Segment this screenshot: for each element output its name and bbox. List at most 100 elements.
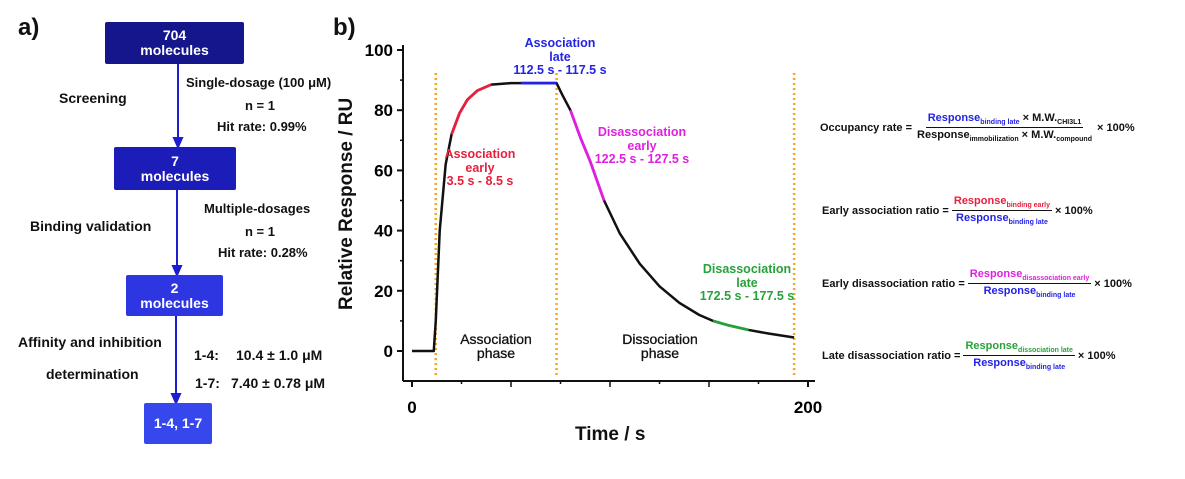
y-tick-label: 40	[374, 222, 393, 241]
formula-term-main: Response	[965, 340, 1019, 352]
formula-denominator: Responsebinding late	[954, 211, 1050, 226]
formula-early-disassociation-ratio: Early disassociation ratio = Responsedis…	[822, 268, 1132, 299]
phase-title: Dissociation	[622, 331, 698, 347]
formula-term-main: Response	[953, 195, 1007, 207]
annotation-title: Association	[524, 36, 596, 50]
formula-lhs: Early disassociation ratio =	[822, 277, 965, 290]
formula-term-main: Response	[956, 212, 1009, 225]
annotation-range: 122.5 s - 127.5 s	[594, 152, 690, 166]
y-tick-label: 60	[374, 161, 393, 180]
arrowhead-2	[171, 265, 183, 278]
result-value: 7.40 ± 0.78 μM	[231, 375, 326, 391]
formula-term-main: Response	[917, 129, 970, 142]
formula-numerator: Responsedisassociation early	[967, 268, 1092, 285]
highlight-segment	[450, 83, 492, 135]
result-id: 1-4:	[194, 347, 219, 363]
box-unit: molecules	[140, 294, 209, 311]
formula-term-subscript: binding late	[1008, 219, 1048, 227]
highlight-segment	[712, 319, 749, 332]
formula-suffix: × 100%	[1055, 204, 1093, 217]
formula-denominator: Responseimmobilization × M.W.compound	[915, 128, 1094, 143]
formula-suffix: × 100%	[1094, 277, 1132, 290]
formula-fraction: Responsedisassociation early Responsebind…	[967, 268, 1092, 299]
formula-term-main: Response	[927, 112, 981, 124]
step-affinity: determination	[46, 366, 139, 382]
formula-denominator: Responsebinding late	[982, 284, 1078, 299]
highlight-segment	[569, 109, 606, 201]
box-unit: molecules	[140, 167, 210, 184]
y-tick-label: 20	[374, 282, 393, 301]
formula-early-association-ratio: Early association ratio = Responsebindin…	[822, 195, 1093, 226]
box-7-molecules: 7 molecules	[114, 147, 236, 190]
annotation-association-late: Association late 112.5 s - 117.5 s	[495, 36, 625, 78]
annotation-subtitle: late	[736, 275, 758, 290]
formula-term-main: × M.W.	[1021, 129, 1057, 142]
arrowhead-3	[170, 393, 182, 406]
formula-occupancy-rate: Occupancy rate = Responsebinding late × …	[820, 112, 1135, 143]
formula-lhs: Occupancy rate =	[820, 121, 913, 134]
step-affinity: Affinity and inhibition	[18, 334, 162, 350]
response-curve	[412, 81, 795, 353]
formula-term-subscript: disassociation early	[1022, 275, 1090, 283]
annotation-range: 3.5 s - 8.5 s	[446, 174, 514, 188]
formula-numerator: Responsebinding early	[951, 195, 1053, 212]
formula-term-main: × M.W.	[1022, 112, 1058, 124]
box-2-molecules: 2 molecules	[126, 275, 223, 316]
annotation-disassociation-late: Disassociation late 172.5 s - 177.5 s	[692, 262, 802, 304]
annotation-subtitle: early	[627, 138, 657, 153]
formula-numerator: Responsedissociation late	[963, 340, 1075, 357]
flow-arrows	[170, 64, 184, 406]
formula-term-subscript: immobilization	[969, 136, 1019, 144]
formula-late-disassociation-ratio: Late disassociation ratio = Responsediss…	[822, 340, 1116, 371]
formula-term-subscript: dissociation late	[1018, 347, 1073, 355]
arrowhead-1	[172, 137, 184, 150]
phase-title: Association	[460, 331, 532, 347]
x-tick-label: 0	[407, 398, 416, 417]
panel-a-label: a)	[18, 14, 40, 41]
annotation-range: 112.5 s - 117.5 s	[513, 63, 607, 77]
formula-fraction: Responsebinding late × M.W.CHI3L1 Respons…	[915, 112, 1094, 143]
formula-term-subscript: compound	[1056, 136, 1092, 144]
step-binding-validation: Binding validation	[30, 218, 152, 234]
formula-term-subscript: binding late	[1036, 292, 1076, 300]
phase-association: Association phase	[446, 332, 546, 360]
annotation-title: Disassociation	[702, 262, 792, 276]
formula-denominator: Responsebinding late	[971, 356, 1067, 371]
annotation-title: Association	[444, 147, 516, 161]
box-hits: 1-4, 1-7	[153, 415, 203, 431]
result-id: 1-7:	[195, 375, 220, 391]
formula-numerator: Responsebinding late × M.W.CHI3L1	[925, 112, 1084, 129]
formula-fraction: Responsebinding early Responsebinding lat…	[951, 195, 1053, 226]
step-detail: Hit rate: 0.99%	[217, 119, 307, 134]
result-value: 10.4 ± 1.0 μM	[236, 347, 323, 363]
box-count: 7	[171, 152, 179, 169]
annotation-subtitle: early	[465, 160, 495, 175]
formula-lhs: Late disassociation ratio =	[822, 349, 961, 362]
box-count: 2	[170, 279, 179, 296]
x-axis-label: Time / s	[575, 424, 646, 445]
step-detail: n = 1	[245, 98, 275, 113]
formula-suffix: × 100%	[1096, 121, 1135, 134]
step-screening: Screening	[59, 90, 127, 106]
annotation-range: 172.5 s - 177.5 s	[699, 289, 795, 303]
formula-lhs: Early association ratio =	[822, 204, 949, 217]
formula-term-subscript: CHI3L1	[1057, 119, 1082, 127]
phase-subtitle: phase	[640, 345, 680, 361]
y-tick-label: 80	[374, 101, 393, 120]
x-tick-label: 200	[794, 398, 822, 417]
box-final-hits: 1-4, 1-7	[144, 403, 212, 444]
annotation-title: Disassociation	[597, 125, 687, 139]
step-detail: Hit rate: 0.28%	[218, 245, 308, 260]
step-detail: n = 1	[245, 224, 275, 239]
y-tick-label: 100	[365, 41, 393, 60]
box-count: 704	[162, 27, 187, 43]
annotation-association-early: Association early 3.5 s - 8.5 s	[440, 147, 520, 189]
box-704-molecules: 704 molecules	[105, 22, 244, 64]
annotation-disassociation-early: Disassociation early 122.5 s - 127.5 s	[587, 125, 697, 167]
formula-term-main: Response	[969, 268, 1023, 280]
formula-term-main: Response	[983, 285, 1037, 298]
phase-subtitle: phase	[476, 345, 516, 361]
formula-term: Responsebinding late	[927, 112, 1020, 126]
